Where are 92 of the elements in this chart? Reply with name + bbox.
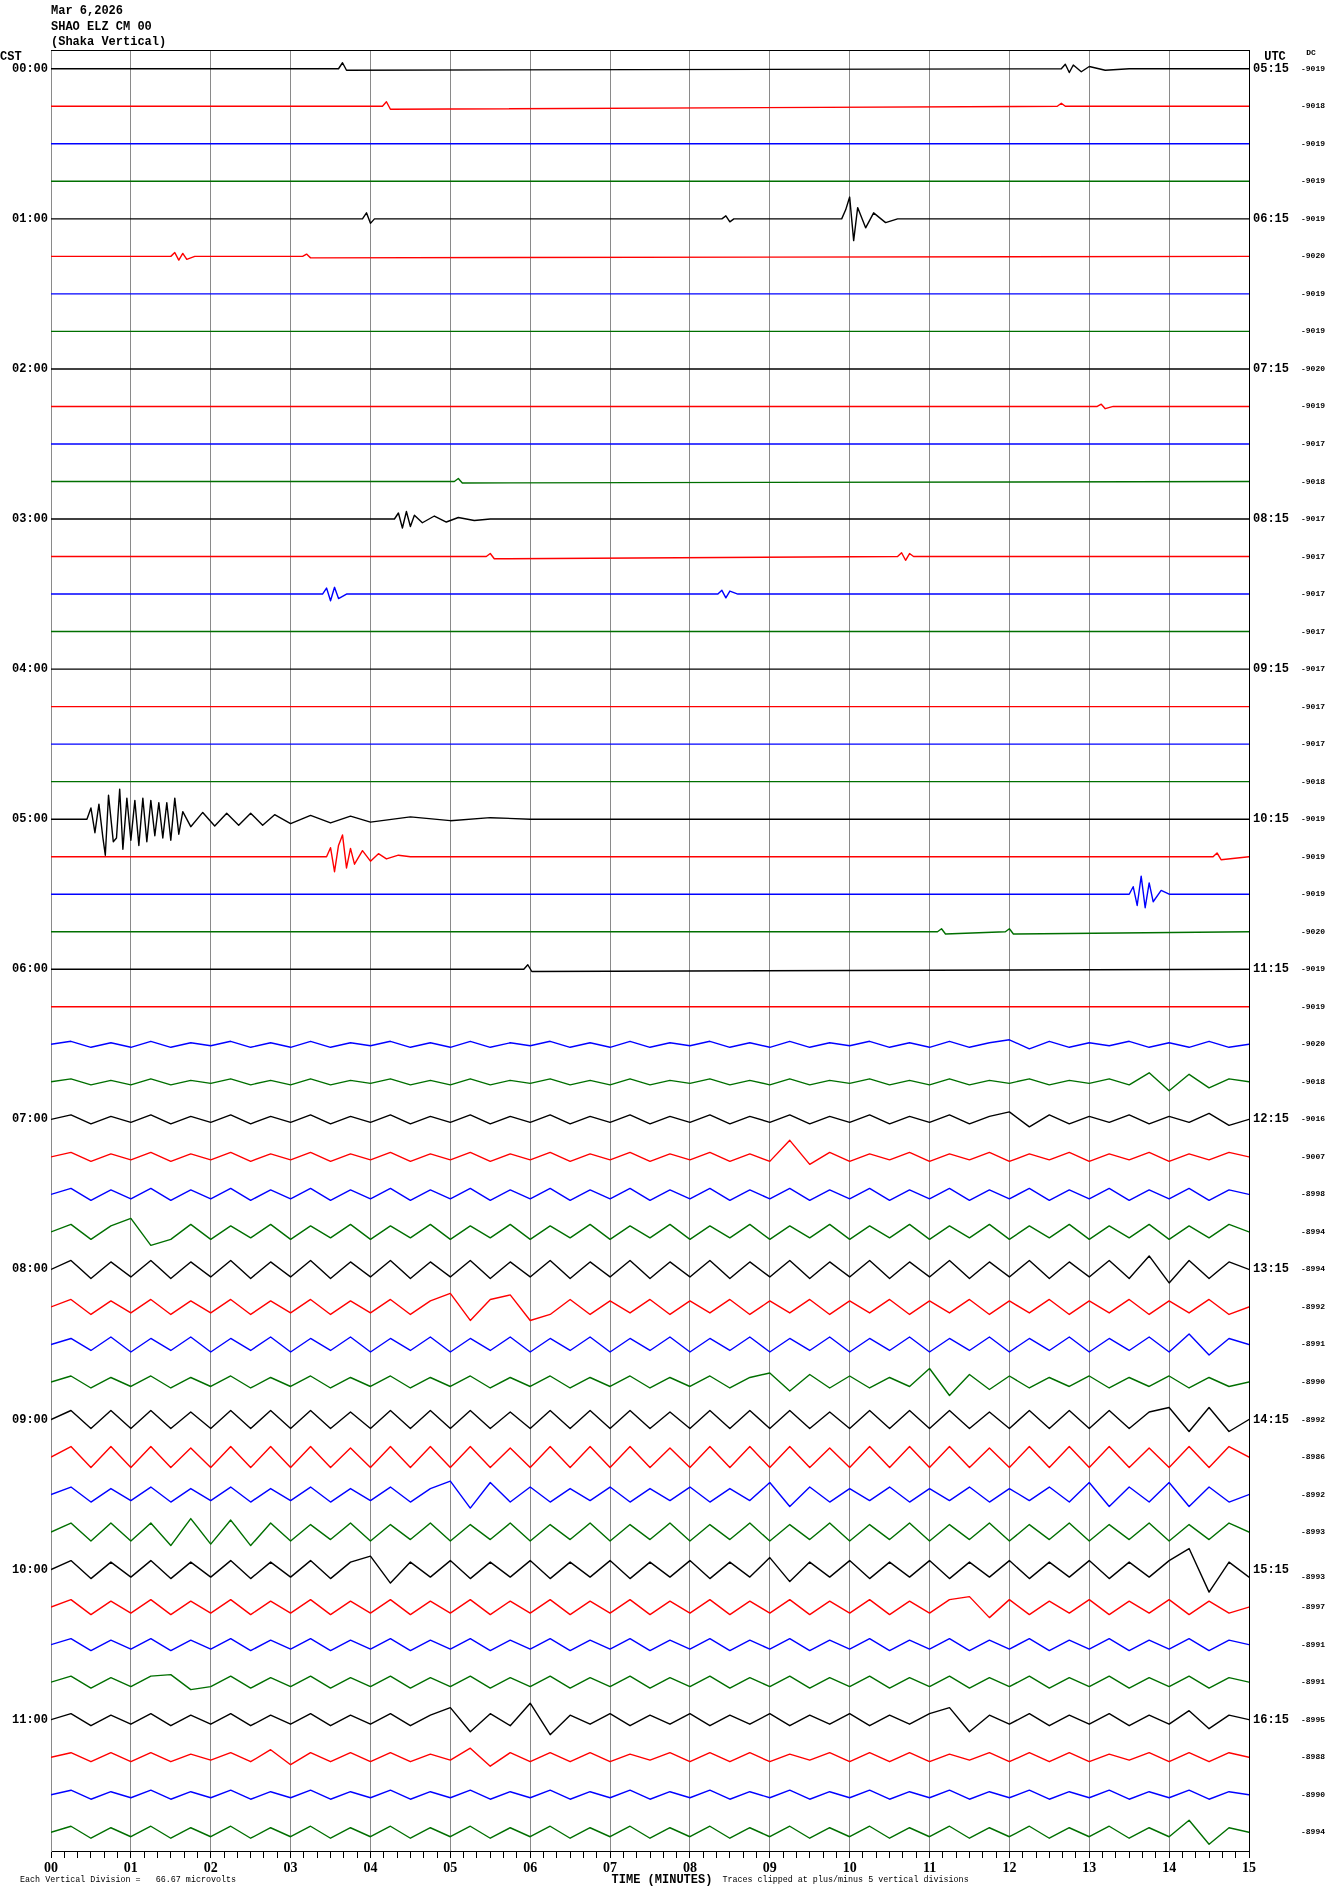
- y-tick-label: 11:00: [11, 1712, 48, 1727]
- y-tick-label: 06:00: [11, 962, 48, 977]
- chart-subtitle: SHAO ELZ CM 00 (Shaka Vertical): [51, 19, 167, 50]
- y-tick-label: 00:00: [11, 61, 48, 76]
- text: -8992: [1301, 1489, 1326, 1499]
- text: -9019: [1301, 288, 1326, 298]
- y2-tick-label: 09:15: [1253, 662, 1290, 677]
- y-tick-label: 02:00: [11, 361, 48, 376]
- text: Each Vertical Division = 66.67 microvolts: [20, 1875, 237, 1886]
- text: -8991: [1301, 1339, 1326, 1349]
- text: -9019: [1301, 814, 1326, 824]
- y-tick-label: 07:00: [11, 1112, 48, 1127]
- text: -9017: [1301, 589, 1326, 599]
- y-tick-label: 03:00: [11, 512, 48, 527]
- x-tick-label: 14: [1162, 1860, 1177, 1876]
- y2-tick-label: 13:15: [1253, 1262, 1290, 1277]
- text: -8991: [1301, 1677, 1326, 1687]
- text: -8992: [1301, 1301, 1326, 1311]
- text: -8990: [1301, 1377, 1326, 1387]
- text: -9019: [1301, 889, 1326, 899]
- x-tick-label: 06: [523, 1860, 538, 1876]
- text: -9017: [1301, 551, 1326, 561]
- text: -9019: [1301, 176, 1326, 186]
- text: -8991: [1301, 1639, 1326, 1649]
- text: -9019: [1301, 964, 1326, 974]
- text: -8993: [1301, 1527, 1326, 1537]
- y-tick-label: 05:00: [11, 812, 48, 827]
- x-tick-label: 10: [842, 1860, 857, 1876]
- x-tick-label: 04: [363, 1860, 378, 1876]
- text: -8998: [1301, 1189, 1326, 1199]
- text: -8995: [1301, 1714, 1326, 1724]
- x-tick-label: 01: [123, 1860, 138, 1876]
- x-tick-label: 03: [283, 1860, 298, 1876]
- y2-tick-label: 15:15: [1253, 1562, 1290, 1577]
- x-tick-label: 09: [762, 1860, 777, 1876]
- x-tick-label: 13: [1082, 1860, 1097, 1876]
- text: -8994: [1301, 1827, 1326, 1837]
- text: -8992: [1301, 1414, 1326, 1424]
- y-tick-label: 01:00: [11, 211, 48, 226]
- text: -8990: [1301, 1789, 1326, 1799]
- text: -8986: [1301, 1452, 1326, 1462]
- x-tick-label: 12: [1002, 1860, 1017, 1876]
- text: -9018: [1301, 476, 1326, 486]
- text: -8988: [1301, 1752, 1326, 1762]
- x-tick-label: 11: [922, 1860, 937, 1876]
- y2-tick-label: 11:15: [1253, 962, 1290, 977]
- text: -9018: [1301, 1076, 1326, 1086]
- text: -9018: [1301, 101, 1326, 111]
- y-tick-label: 04:00: [11, 662, 48, 677]
- text: -9020: [1301, 1039, 1326, 1049]
- text: -8994: [1301, 1226, 1326, 1236]
- text: -9019: [1301, 851, 1326, 861]
- text: -9018: [1301, 776, 1326, 786]
- y-tick-label: 10:00: [11, 1562, 48, 1577]
- y2-tick-label: 14:15: [1253, 1412, 1290, 1427]
- y2-tick-label: 16:15: [1253, 1712, 1290, 1727]
- text: -9017: [1301, 438, 1326, 448]
- text: -9019: [1301, 138, 1326, 148]
- text: Traces clipped at plus/minus 5 vertical divisions: [722, 1875, 969, 1886]
- x-tick-label: 15: [1242, 1860, 1256, 1876]
- y2-tick-label: 05:15: [1253, 61, 1290, 76]
- x-tick-label: 05: [443, 1860, 458, 1876]
- text: DC: [1306, 48, 1316, 58]
- text: -9016: [1301, 1114, 1326, 1124]
- x-axis-title: TIME (MINUTES): [611, 1873, 713, 1888]
- text: -9017: [1301, 514, 1326, 524]
- chart-title: Mar 6,2026: [51, 4, 124, 19]
- text: -9019: [1301, 213, 1326, 223]
- y-tick-label: 09:00: [11, 1412, 48, 1427]
- text: -8993: [1301, 1572, 1326, 1582]
- text: -9019: [1301, 1001, 1326, 1011]
- y2-tick-label: 08:15: [1253, 512, 1290, 527]
- text: -8997: [1301, 1602, 1326, 1612]
- text: -9017: [1301, 701, 1326, 711]
- text: -9019: [1301, 401, 1326, 411]
- text: -9007: [1301, 1151, 1326, 1161]
- text: -9020: [1301, 926, 1326, 936]
- text: -9020: [1301, 251, 1326, 261]
- text: -9017: [1301, 664, 1326, 674]
- text: -9019: [1301, 63, 1326, 73]
- y-tick-label: 08:00: [11, 1262, 48, 1277]
- x-tick-label: 02: [203, 1860, 218, 1876]
- y2-tick-label: 07:15: [1253, 361, 1290, 376]
- text: -9019: [1301, 326, 1326, 336]
- x-tick-label: 00: [44, 1860, 58, 1876]
- y2-tick-label: 10:15: [1253, 812, 1290, 827]
- text: -9017: [1301, 626, 1326, 636]
- y2-tick-label: 12:15: [1253, 1112, 1290, 1127]
- y2-tick-label: 06:15: [1253, 211, 1290, 226]
- text: -9017: [1301, 739, 1326, 749]
- text: -9020: [1301, 363, 1326, 373]
- text: -8994: [1301, 1264, 1326, 1274]
